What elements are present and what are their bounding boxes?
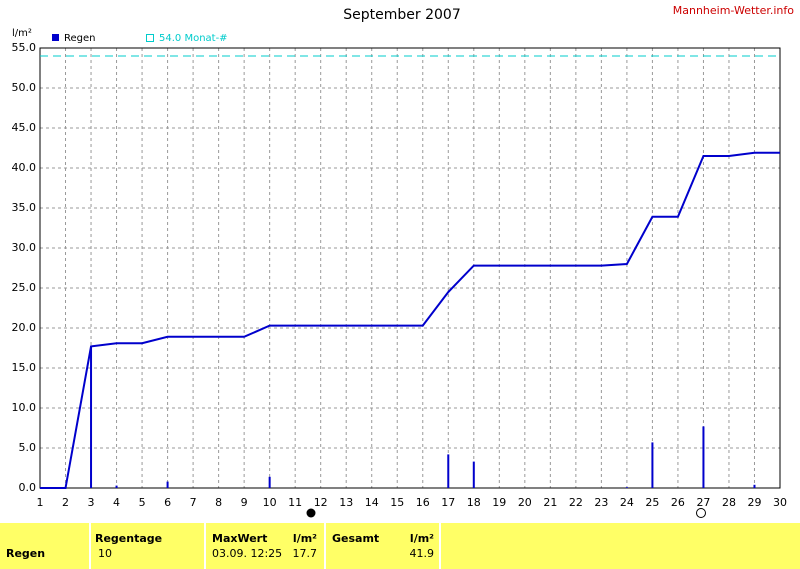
y-tick-label: 45.0 bbox=[12, 121, 37, 134]
table-header: l/m² bbox=[293, 532, 317, 545]
bar bbox=[166, 481, 169, 488]
y-tick-label: 50.0 bbox=[12, 81, 37, 94]
x-tick-label: 25 bbox=[645, 496, 659, 509]
x-tick-label: 27 bbox=[696, 496, 710, 509]
x-tick-label: 14 bbox=[365, 496, 379, 509]
table-header: Regentage bbox=[95, 532, 162, 545]
x-tick-label: 29 bbox=[747, 496, 761, 509]
y-tick-label: 55.0 bbox=[12, 41, 37, 54]
x-tick-label: 23 bbox=[594, 496, 608, 509]
legend-label: Regen bbox=[64, 33, 96, 44]
moon-phase bbox=[696, 508, 706, 518]
table-cell: 03.09. 12:25 bbox=[212, 547, 282, 560]
bar bbox=[115, 485, 118, 488]
legend-label: 54.0 Monat-# bbox=[159, 33, 228, 44]
y-axis-label: l/m² bbox=[12, 28, 32, 39]
y-tick-label: 10.0 bbox=[12, 401, 37, 414]
x-tick-label: 28 bbox=[722, 496, 736, 509]
x-tick-label: 3 bbox=[88, 496, 95, 509]
x-tick-label: 10 bbox=[263, 496, 277, 509]
x-tick-label: 7 bbox=[190, 496, 197, 509]
x-tick-label: 12 bbox=[314, 496, 328, 509]
legend-swatch bbox=[146, 34, 154, 42]
x-tick-label: 30 bbox=[773, 496, 787, 509]
x-tick-label: 20 bbox=[518, 496, 532, 509]
moon-phase bbox=[306, 508, 316, 518]
x-tick-label: 6 bbox=[164, 496, 171, 509]
bar bbox=[753, 484, 756, 488]
x-tick-label: 16 bbox=[416, 496, 430, 509]
table-header: Gesamt bbox=[332, 532, 379, 545]
bar bbox=[702, 426, 705, 488]
x-tick-label: 1 bbox=[37, 496, 44, 509]
bar bbox=[90, 346, 93, 488]
x-tick-label: 11 bbox=[288, 496, 302, 509]
summary-table bbox=[0, 523, 800, 569]
x-tick-label: 21 bbox=[543, 496, 557, 509]
y-tick-label: 25.0 bbox=[12, 281, 37, 294]
source: Mannheim-Wetter.info bbox=[673, 4, 795, 17]
y-tick-label: 15.0 bbox=[12, 361, 37, 374]
x-tick-label: 17 bbox=[441, 496, 455, 509]
x-tick-label: 22 bbox=[569, 496, 583, 509]
x-tick-label: 4 bbox=[113, 496, 120, 509]
cumulative-line bbox=[40, 151, 780, 489]
bar bbox=[472, 461, 475, 488]
bar bbox=[651, 442, 654, 488]
x-tick-label: 19 bbox=[492, 496, 506, 509]
table-cell: 10 bbox=[98, 547, 112, 560]
x-tick-label: 26 bbox=[671, 496, 685, 509]
bar bbox=[268, 476, 271, 488]
x-tick-label: 24 bbox=[620, 496, 634, 509]
y-tick-label: 20.0 bbox=[12, 321, 37, 334]
x-tick-label: 9 bbox=[241, 496, 248, 509]
y-tick-label: 0.0 bbox=[19, 481, 37, 494]
x-tick-label: 2 bbox=[62, 496, 69, 509]
y-tick-label: 5.0 bbox=[19, 441, 37, 454]
y-tick-label: 35.0 bbox=[12, 201, 37, 214]
plot-frame bbox=[39, 47, 781, 489]
table-row-label: Regen bbox=[6, 547, 45, 560]
x-tick-label: 8 bbox=[215, 496, 222, 509]
bar bbox=[447, 454, 450, 488]
table-cell: 41.9 bbox=[410, 547, 435, 560]
x-tick-label: 18 bbox=[467, 496, 481, 509]
x-tick-label: 5 bbox=[139, 496, 146, 509]
bar bbox=[625, 487, 628, 488]
chart-title: September 2007 bbox=[343, 7, 460, 23]
y-tick-label: 40.0 bbox=[12, 161, 37, 174]
x-tick-label: 15 bbox=[390, 496, 404, 509]
legend-swatch bbox=[52, 34, 59, 41]
table-header: l/m² bbox=[410, 532, 434, 545]
y-tick-label: 30.0 bbox=[12, 241, 37, 254]
x-tick-label: 13 bbox=[339, 496, 353, 509]
table-header: MaxWert bbox=[212, 532, 267, 545]
table-cell: 17.7 bbox=[293, 547, 318, 560]
